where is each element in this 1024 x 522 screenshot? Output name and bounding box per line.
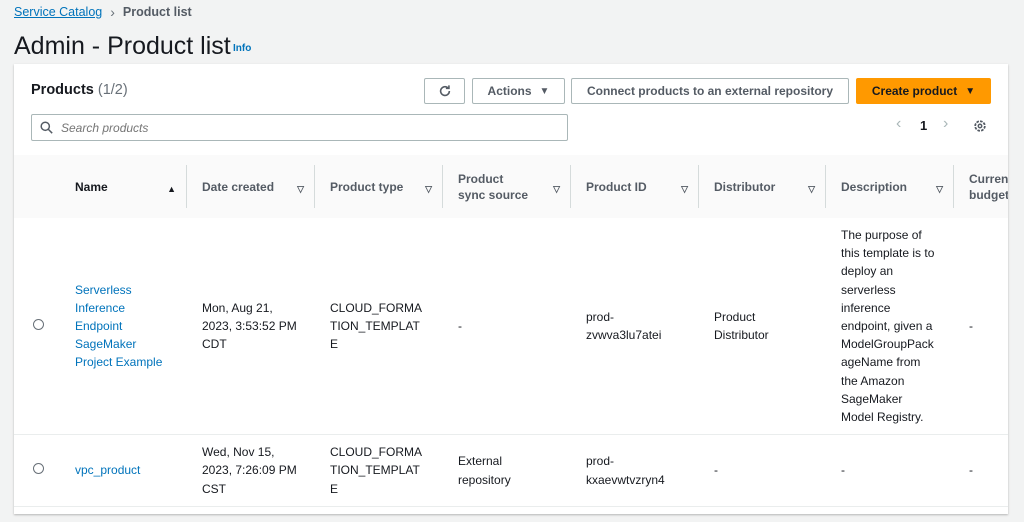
description-cell: - — [825, 434, 953, 507]
type-cell: CLOUD_FORMATION_TEMPLATE — [314, 434, 442, 507]
search-icon — [40, 121, 53, 134]
distributor-cell: Product Distributor — [698, 218, 825, 436]
col-description[interactable]: Description ▽ — [825, 155, 953, 218]
row-radio[interactable] — [33, 319, 44, 331]
date-cell: Mon, Aug 21, 2023, 3:53:52 PM CDT — [186, 218, 314, 436]
connect-repository-button[interactable]: Connect products to an external reposito… — [571, 78, 849, 104]
sync-cell: External repository — [442, 434, 570, 507]
breadcrumb-current: Product list — [122, 5, 192, 19]
table-row[interactable]: vpc_product Wed, Nov 15, 2023, 7:26:09 P… — [14, 434, 1008, 507]
description-cell: The purpose of this template is to deplo… — [825, 218, 953, 436]
table-row[interactable]: Serverless Inference Endpoint SageMaker … — [14, 218, 1008, 436]
sort-ascending-icon: ▲ — [167, 184, 176, 194]
next-page-icon[interactable]: › — [943, 115, 949, 132]
actions-button[interactable]: Actions ▼ — [472, 78, 565, 104]
create-product-button[interactable]: Create product ▼ — [856, 78, 991, 104]
id-cell: prod-kxaevwtvzryn4 — [570, 434, 698, 507]
sort-icon: ▽ — [553, 184, 560, 194]
breadcrumb: Service Catalog › Product list — [14, 4, 192, 20]
caret-down-icon: ▼ — [965, 85, 976, 97]
sync-cell: - — [442, 218, 570, 436]
search-input[interactable] — [61, 120, 541, 135]
col-current-budget[interactable]: Current budget — [953, 155, 1008, 218]
breadcrumb-service-catalog[interactable]: Service Catalog — [14, 5, 103, 19]
distributor-cell: - — [698, 434, 825, 507]
products-table: Name ▲ Date created ▽ Product type ▽ Produc… — [14, 155, 1008, 507]
budget-cell: - — [953, 218, 1008, 436]
page-title: Admin - Product list — [14, 32, 231, 60]
caret-down-icon: ▼ — [539, 85, 550, 97]
settings-gear-icon[interactable] — [973, 119, 987, 133]
col-product-type[interactable]: Product type ▽ — [314, 155, 442, 218]
budget-cell: - — [953, 434, 1008, 507]
row-radio[interactable] — [33, 463, 44, 475]
chevron-right-icon: › — [110, 4, 115, 20]
col-distributor[interactable]: Distributor ▽ — [698, 155, 825, 218]
type-cell: CLOUD_FORMATION_TEMPLATE — [314, 218, 442, 436]
products-heading: Products (1/2) — [31, 82, 128, 98]
col-product-sync-source[interactable]: Product sync source ▽ — [442, 155, 570, 218]
sort-icon: ▽ — [425, 184, 432, 194]
search-field[interactable] — [31, 114, 568, 141]
sort-icon: ▽ — [681, 184, 688, 194]
products-panel: Products (1/2) Actions ▼ Connect products… — [14, 64, 1008, 514]
refresh-icon — [439, 85, 450, 97]
prev-page-icon[interactable]: ‹ — [896, 115, 902, 132]
date-cell: Wed, Nov 15, 2023, 7:26:09 PM CST — [186, 434, 314, 507]
product-name-link[interactable]: vpc_product — [75, 463, 141, 478]
col-date-created[interactable]: Date created ▽ — [186, 155, 314, 218]
sort-icon: ▽ — [936, 184, 943, 194]
refresh-button[interactable] — [424, 78, 465, 104]
sort-icon: ▽ — [808, 184, 815, 194]
product-name-link[interactable]: Serverless Inference Endpoint SageMaker … — [75, 282, 163, 370]
page-number[interactable]: 1 — [920, 118, 928, 133]
id-cell: prod-zvwva3lu7atei — [570, 218, 698, 436]
col-product-id[interactable]: Product ID ▽ — [570, 155, 698, 218]
sort-icon: ▽ — [297, 184, 304, 194]
col-name[interactable]: Name ▲ — [59, 155, 186, 218]
products-count: (1/2) — [97, 82, 128, 98]
info-link[interactable]: Info — [233, 43, 252, 54]
